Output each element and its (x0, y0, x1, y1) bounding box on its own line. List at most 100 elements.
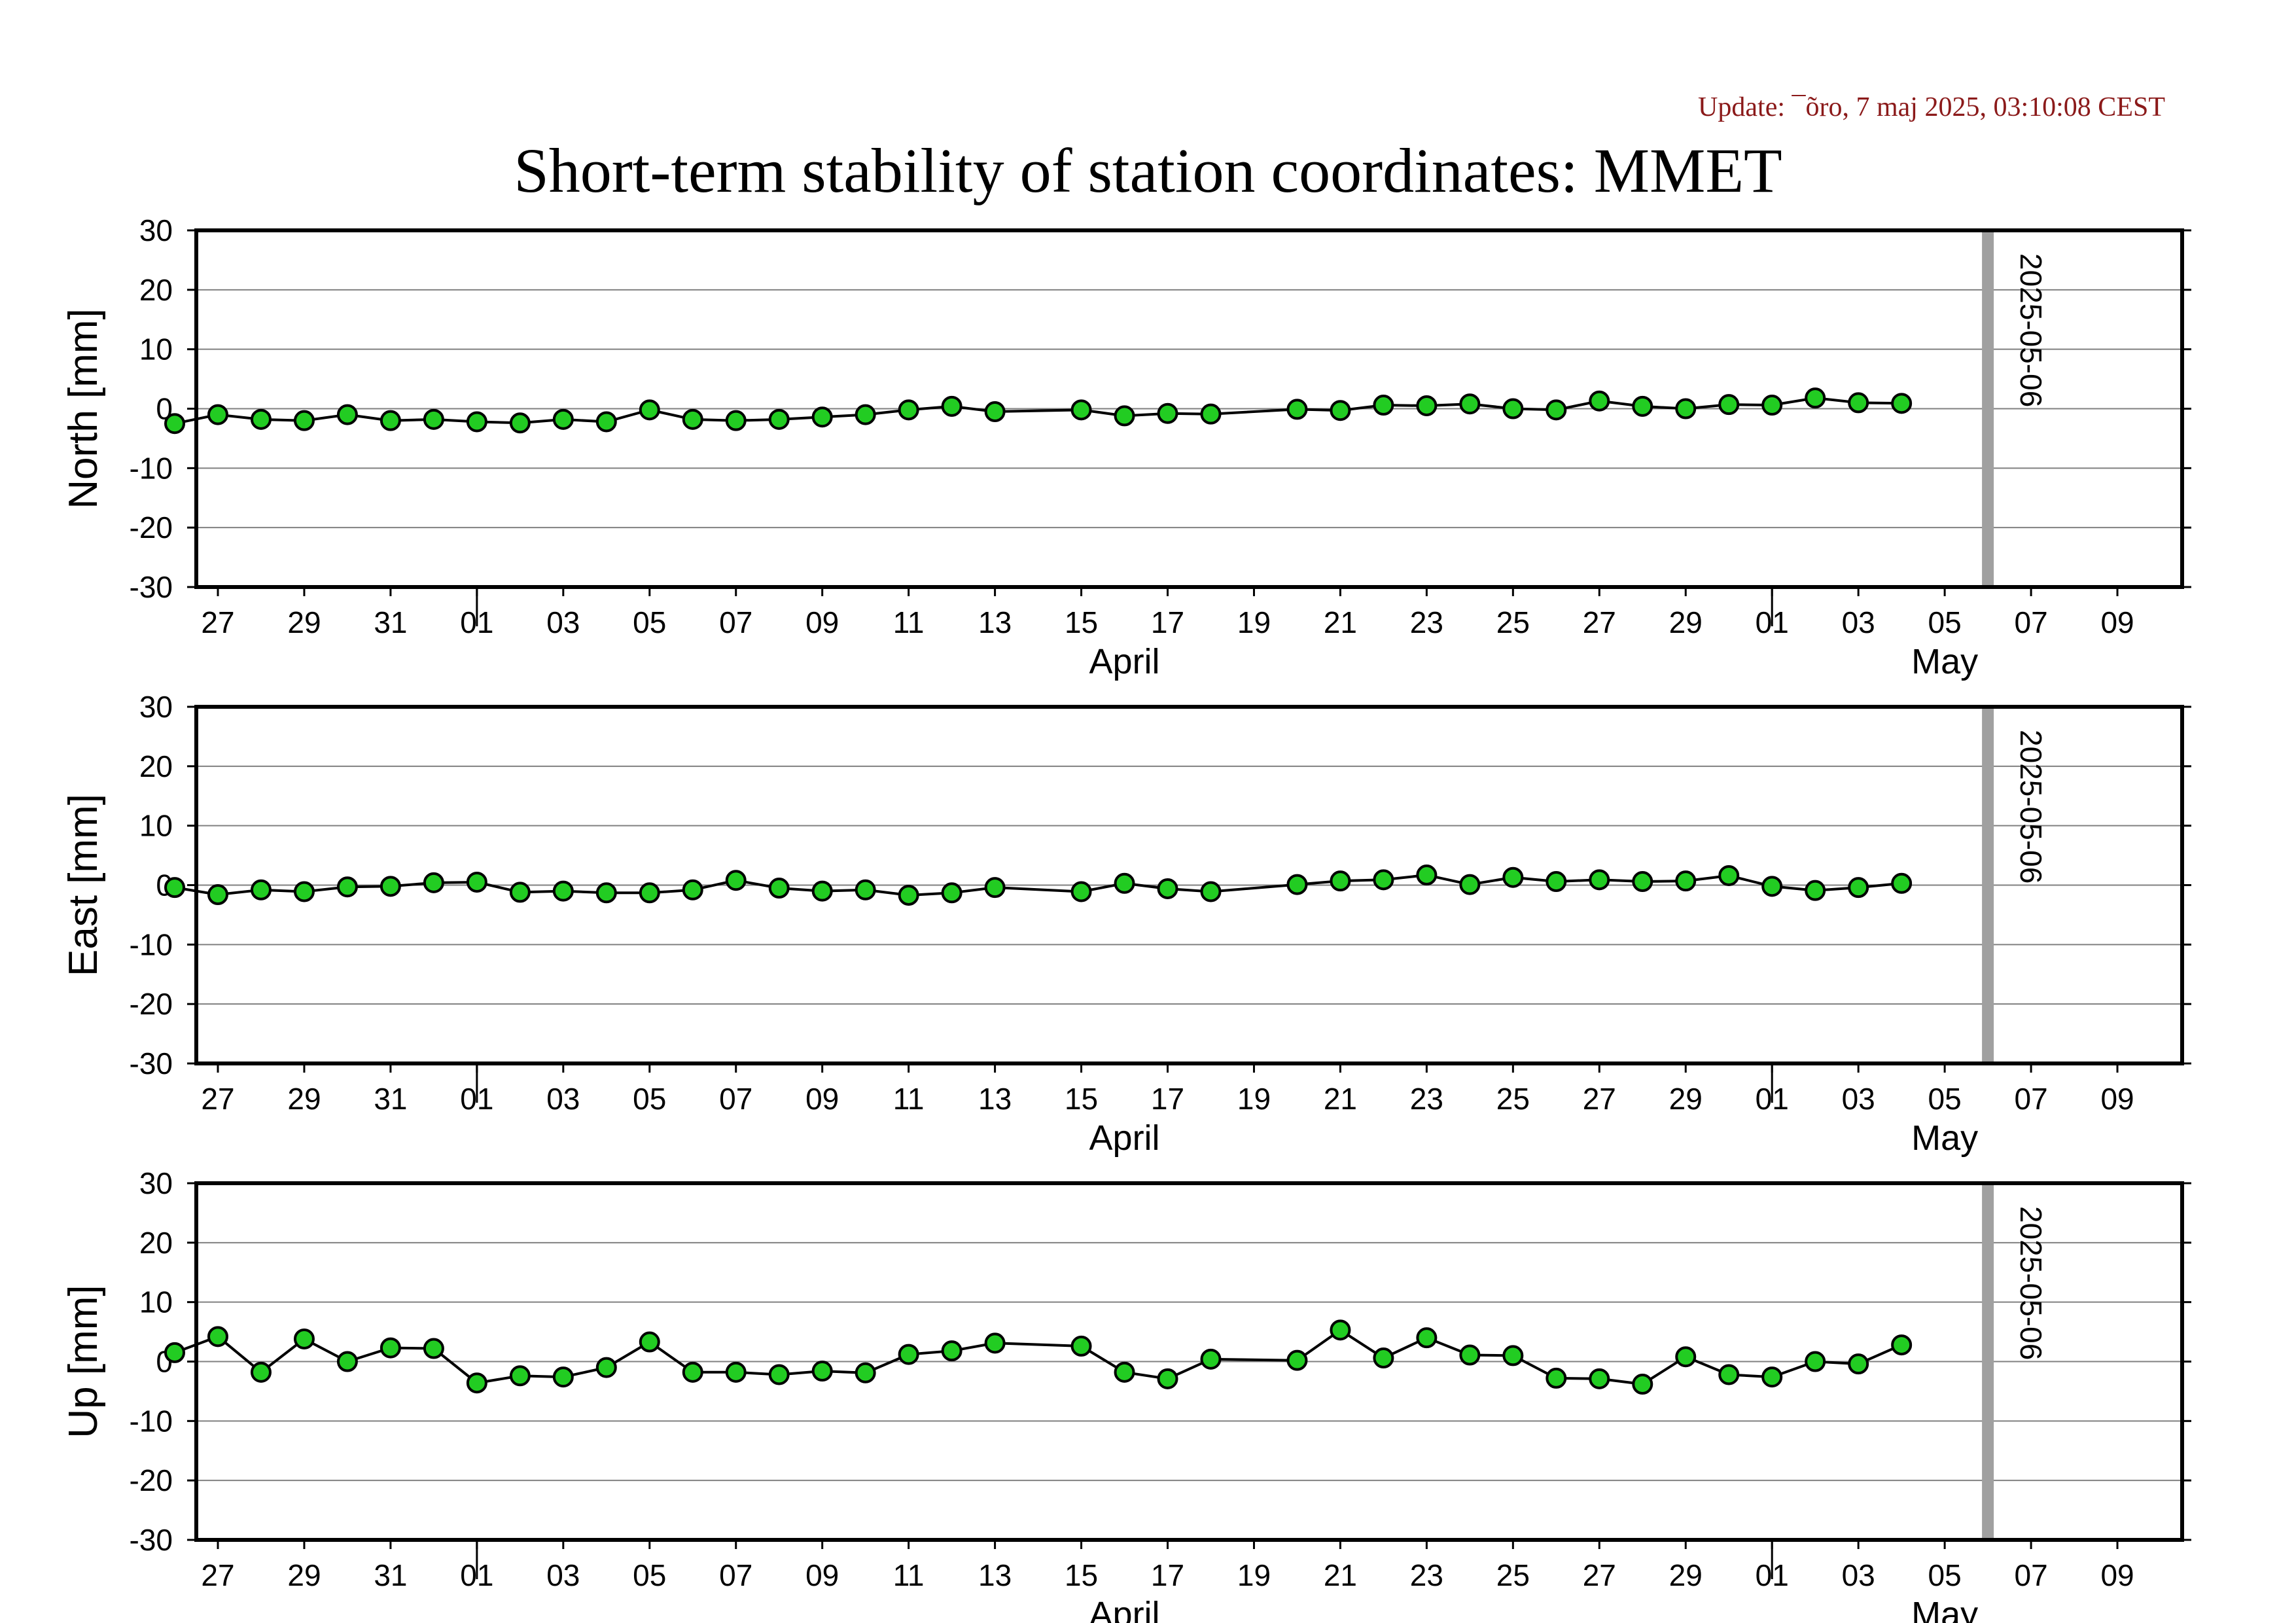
x-tick-label: 15 (1065, 605, 1098, 639)
data-point (1070, 881, 1092, 902)
data-point (1589, 869, 1610, 891)
data-point (811, 880, 833, 902)
data-point (1286, 874, 1308, 895)
data-point (1761, 395, 1783, 416)
x-tick-label: 09 (2100, 605, 2134, 639)
data-point (509, 1365, 531, 1387)
data-point (1200, 1348, 1222, 1370)
data-point (1416, 865, 1438, 886)
data-point (293, 1328, 315, 1349)
data-point (1070, 399, 1092, 421)
data-point (1114, 405, 1135, 427)
y-tick-label: 20 (139, 749, 173, 783)
x-tick-label: 23 (1410, 605, 1443, 639)
data-point (898, 399, 919, 421)
x-tick-label: 05 (633, 1082, 666, 1116)
x-tick-label: 09 (2100, 1082, 2134, 1116)
data-point (1589, 390, 1610, 412)
month-label: May (1911, 1595, 1978, 1623)
y-tick-label: 20 (139, 273, 173, 307)
x-tick-label: 05 (633, 605, 666, 639)
y-tick-label: 10 (139, 332, 173, 366)
data-point (1502, 1345, 1524, 1366)
x-tick-label: 15 (1065, 1558, 1098, 1592)
data-point (1675, 870, 1697, 892)
data-point (1286, 399, 1308, 420)
data-point (1632, 871, 1653, 893)
x-tick-label: 19 (1237, 605, 1271, 639)
x-tick-label: 03 (1842, 1082, 1875, 1116)
data-point (164, 877, 186, 899)
x-tick-label: 11 (893, 1558, 925, 1592)
y-tick-label: 30 (139, 1166, 173, 1200)
data-point (1675, 1346, 1697, 1368)
data-point (1718, 1364, 1740, 1385)
x-tick-label: 31 (374, 1082, 407, 1116)
x-tick-label: 07 (719, 1082, 752, 1116)
y-tick-label: -20 (130, 987, 173, 1021)
y-tick-label: 30 (139, 690, 173, 724)
data-point (552, 408, 574, 430)
data-point (1373, 1347, 1394, 1369)
data-point (1286, 1349, 1308, 1371)
x-tick-label: 29 (1669, 1082, 1703, 1116)
data-point (1848, 392, 1869, 414)
data-point (725, 410, 747, 431)
x-tick-label: 13 (978, 605, 1012, 639)
data-point (466, 1372, 487, 1394)
x-tick-label: 21 (1324, 1558, 1357, 1592)
month-label: April (1089, 642, 1160, 681)
x-tick-label: 07 (2014, 605, 2047, 639)
data-point (1632, 395, 1653, 417)
y-tick-label: 20 (139, 1226, 173, 1260)
data-point (1330, 1319, 1351, 1341)
data-point (423, 1338, 444, 1359)
data-point (811, 1361, 833, 1382)
x-tick-label: 05 (1928, 1082, 1962, 1116)
x-tick-label: 03 (546, 1558, 580, 1592)
x-tick-label: 09 (2100, 1558, 2134, 1592)
data-point (941, 1340, 963, 1362)
chart-title: Short-term stability of station coordina… (514, 135, 1782, 205)
y-tick-label: -30 (130, 1046, 173, 1080)
data-point (293, 881, 315, 902)
data-point (380, 876, 401, 897)
data-point (595, 411, 617, 433)
data-point (336, 404, 358, 425)
y-tick-label: -30 (130, 570, 173, 604)
x-tick-label: 13 (978, 1558, 1012, 1592)
data-point (1805, 880, 1826, 901)
plot-frame (194, 1181, 2184, 1542)
data-point (1459, 1344, 1481, 1366)
x-tick-label: 07 (2014, 1558, 2047, 1592)
data-point (1157, 1368, 1178, 1389)
data-point (682, 408, 703, 430)
x-tick-label: 11 (893, 605, 925, 639)
x-tick-label: 27 (1583, 605, 1616, 639)
data-point (898, 1344, 919, 1365)
data-point (725, 1361, 747, 1383)
y-tick-label: -20 (130, 1463, 173, 1497)
data-point (164, 413, 186, 435)
data-point (682, 1361, 703, 1383)
plot-frame (194, 228, 2184, 589)
data-point (1200, 881, 1222, 902)
data-point (380, 410, 401, 431)
x-tick-label: 23 (1410, 1558, 1443, 1592)
data-point (336, 1351, 358, 1372)
x-tick-label: 03 (546, 1082, 580, 1116)
data-point (466, 411, 487, 433)
x-tick-label: 17 (1151, 1082, 1184, 1116)
data-point (811, 406, 833, 428)
x-tick-label: 07 (719, 605, 752, 639)
x-tick-label: 27 (1583, 1558, 1616, 1592)
data-point (509, 882, 531, 903)
x-tick-label: 05 (1928, 1558, 1962, 1592)
data-point (1848, 877, 1869, 899)
x-tick-label: 27 (201, 605, 234, 639)
x-tick-label: 03 (1842, 1558, 1875, 1592)
data-point (1416, 395, 1438, 416)
plot-frame (194, 705, 2184, 1065)
x-tick-label: 17 (1151, 605, 1184, 639)
